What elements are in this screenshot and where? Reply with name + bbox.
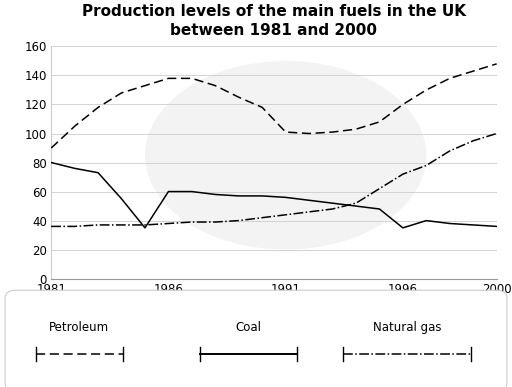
- Text: Petroleum: Petroleum: [49, 320, 110, 334]
- Text: Natural gas: Natural gas: [373, 320, 441, 334]
- Ellipse shape: [145, 61, 426, 250]
- Title: Production levels of the main fuels in the UK
between 1981 and 2000: Production levels of the main fuels in t…: [82, 3, 466, 38]
- Text: Coal: Coal: [236, 320, 261, 334]
